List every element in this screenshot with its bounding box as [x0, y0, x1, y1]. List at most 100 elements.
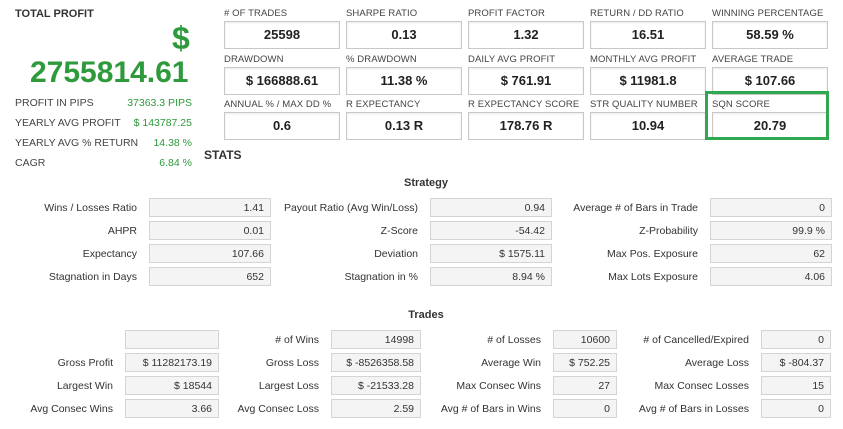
- trade-value: 15: [761, 376, 831, 395]
- metric-label: SHARPE RATIO: [346, 8, 418, 19]
- trade-label: Avg Consec Wins: [30, 403, 113, 415]
- stat-value: 99.9 %: [710, 221, 832, 240]
- metric-r-expectancy: R EXPECTANCY 0.13 R: [346, 99, 462, 140]
- trade-value: $ 11282173.19: [125, 353, 219, 372]
- metric-value: 25598: [224, 21, 340, 49]
- trade-value: 3.66: [125, 399, 219, 418]
- summary-row-label: YEARLY AVG PROFIT: [15, 117, 121, 129]
- stat-label: Max Lots Exposure: [608, 271, 698, 283]
- metric-r-expectancy-score: R EXPECTANCY SCORE 178.76 R: [468, 99, 584, 140]
- metric-percent-drawdown: % DRAWDOWN 11.38 %: [346, 54, 462, 95]
- trade-label: # of Wins: [275, 334, 319, 346]
- stat-value: 4.06: [710, 267, 832, 286]
- metric-drawdown: DRAWDOWN $ 166888.61: [224, 54, 340, 95]
- metric-str-quality-number: STR QUALITY NUMBER 10.94: [590, 99, 706, 140]
- trade-value: 0: [553, 399, 617, 418]
- trade-label: Average Loss: [684, 357, 749, 369]
- stat-label: Max Pos. Exposure: [606, 248, 698, 260]
- metric-label: R EXPECTANCY SCORE: [468, 99, 580, 110]
- stat-label: Wins / Losses Ratio: [44, 202, 137, 214]
- metric-value: 16.51: [590, 21, 706, 49]
- stat-label: Z-Probability: [639, 225, 698, 237]
- metric-monthly-avg-profit: MONTHLY AVG PROFIT $ 11981.8: [590, 54, 706, 95]
- summary-row: PROFIT IN PIPS 37363.3 PIPS: [15, 94, 192, 112]
- stat-label: Expectancy: [82, 248, 137, 260]
- metric-value: 11.38 %: [346, 67, 462, 95]
- stat-value: 62: [710, 244, 832, 263]
- metric-value: 178.76 R: [468, 112, 584, 140]
- summary-row-label: CAGR: [15, 157, 46, 169]
- summary-row-value: 14.38 %: [153, 137, 192, 149]
- trade-label: # of Losses: [487, 334, 541, 346]
- trade-label: Avg # of Bars in Losses: [638, 403, 749, 415]
- trade-label: Avg # of Bars in Wins: [440, 403, 541, 415]
- trade-value: 0: [761, 399, 831, 418]
- metric-label: ANNUAL % / MAX DD %: [224, 99, 332, 110]
- stat-label: Stagnation in %: [344, 271, 418, 283]
- dollar-icon: $: [172, 20, 190, 56]
- trade-value: 27: [553, 376, 617, 395]
- trade-label: [0, 330, 113, 350]
- stat-label: Payout Ratio (Avg Win/Loss): [283, 202, 418, 214]
- trade-label: Max Consec Wins: [456, 380, 541, 392]
- metric-winning-percentage: WINNING PERCENTAGE 58.59 %: [712, 8, 828, 49]
- trade-value: $ -8526358.58: [331, 353, 421, 372]
- trade-value: 14998: [331, 330, 421, 349]
- summary-row-value: $ 143787.25: [133, 117, 192, 129]
- stat-value: 8.94 %: [430, 267, 552, 286]
- total-profit-value: 2755814.61: [30, 56, 189, 89]
- summary-row: YEARLY AVG PROFIT $ 143787.25: [15, 114, 192, 132]
- metric-value: 1.32: [468, 21, 584, 49]
- summary-row-label: YEARLY AVG % RETURN: [15, 137, 139, 149]
- metric-daily-avg-profit: DAILY AVG PROFIT $ 761.91: [468, 54, 584, 95]
- trades-section-title: Trades: [408, 309, 444, 321]
- trade-value: 10600: [553, 330, 617, 349]
- summary-row-label: PROFIT IN PIPS: [15, 97, 94, 109]
- metric-value: 0.6: [224, 112, 340, 140]
- trade-label: Largest Loss: [258, 380, 319, 392]
- trade-label: Gross Loss: [265, 357, 319, 369]
- metric-value: 0.13 R: [346, 112, 462, 140]
- stat-value: $ 1575.11: [430, 244, 552, 263]
- metric-label: SQN SCORE: [712, 99, 770, 110]
- metric-value: $ 11981.8: [590, 67, 706, 95]
- stat-value: 1.41: [149, 198, 271, 217]
- sqn-score-highlight: [705, 91, 829, 140]
- stat-value: 0.94: [430, 198, 552, 217]
- summary-row: CAGR 6.84 %: [15, 154, 192, 172]
- trade-value: $ -21533.28: [331, 376, 421, 395]
- metric-label: RETURN / DD RATIO: [590, 8, 684, 19]
- metric-label: WINNING PERCENTAGE: [712, 8, 824, 19]
- metric-average-trade: AVERAGE TRADE $ 107.66: [712, 54, 828, 95]
- metric-label: AVERAGE TRADE: [712, 54, 794, 65]
- metric-label: STR QUALITY NUMBER: [590, 99, 698, 110]
- trade-label: Gross Profit: [57, 357, 113, 369]
- trade-label: # of Cancelled/Expired: [643, 334, 749, 346]
- trade-value: [125, 330, 219, 349]
- stat-value: -54.42: [430, 221, 552, 240]
- metric-label: R EXPECTANCY: [346, 99, 421, 110]
- metric-value: $ 107.66: [712, 67, 828, 95]
- trade-value: 0: [761, 330, 831, 349]
- trade-label: Avg Consec Loss: [237, 403, 319, 415]
- metric-label: PROFIT FACTOR: [468, 8, 545, 19]
- trade-value: $ 18544: [125, 376, 219, 395]
- metric-profit-factor: PROFIT FACTOR 1.32: [468, 8, 584, 49]
- summary-row-value: 37363.3 PIPS: [127, 97, 192, 109]
- summary-row: YEARLY AVG % RETURN 14.38 %: [15, 134, 192, 152]
- trade-value: 2.59: [331, 399, 421, 418]
- stat-value: 652: [149, 267, 271, 286]
- metric-sharpe-ratio: SHARPE RATIO 0.13: [346, 8, 462, 49]
- stat-value: 107.66: [149, 244, 271, 263]
- metric-value: 58.59 %: [712, 21, 828, 49]
- metric-label: DRAWDOWN: [224, 54, 284, 65]
- stats-heading: STATS: [204, 148, 242, 162]
- stat-value: 0: [710, 198, 832, 217]
- stat-label: Average # of Bars in Trade: [573, 202, 698, 214]
- metric-annual-max-dd: ANNUAL % / MAX DD % 0.6: [224, 99, 340, 140]
- trade-label: Largest Win: [56, 380, 113, 392]
- stat-label: Z-Score: [380, 225, 418, 237]
- metric-label: DAILY AVG PROFIT: [468, 54, 556, 65]
- stat-label: Deviation: [374, 248, 418, 260]
- trade-value: $ 752.25: [553, 353, 617, 372]
